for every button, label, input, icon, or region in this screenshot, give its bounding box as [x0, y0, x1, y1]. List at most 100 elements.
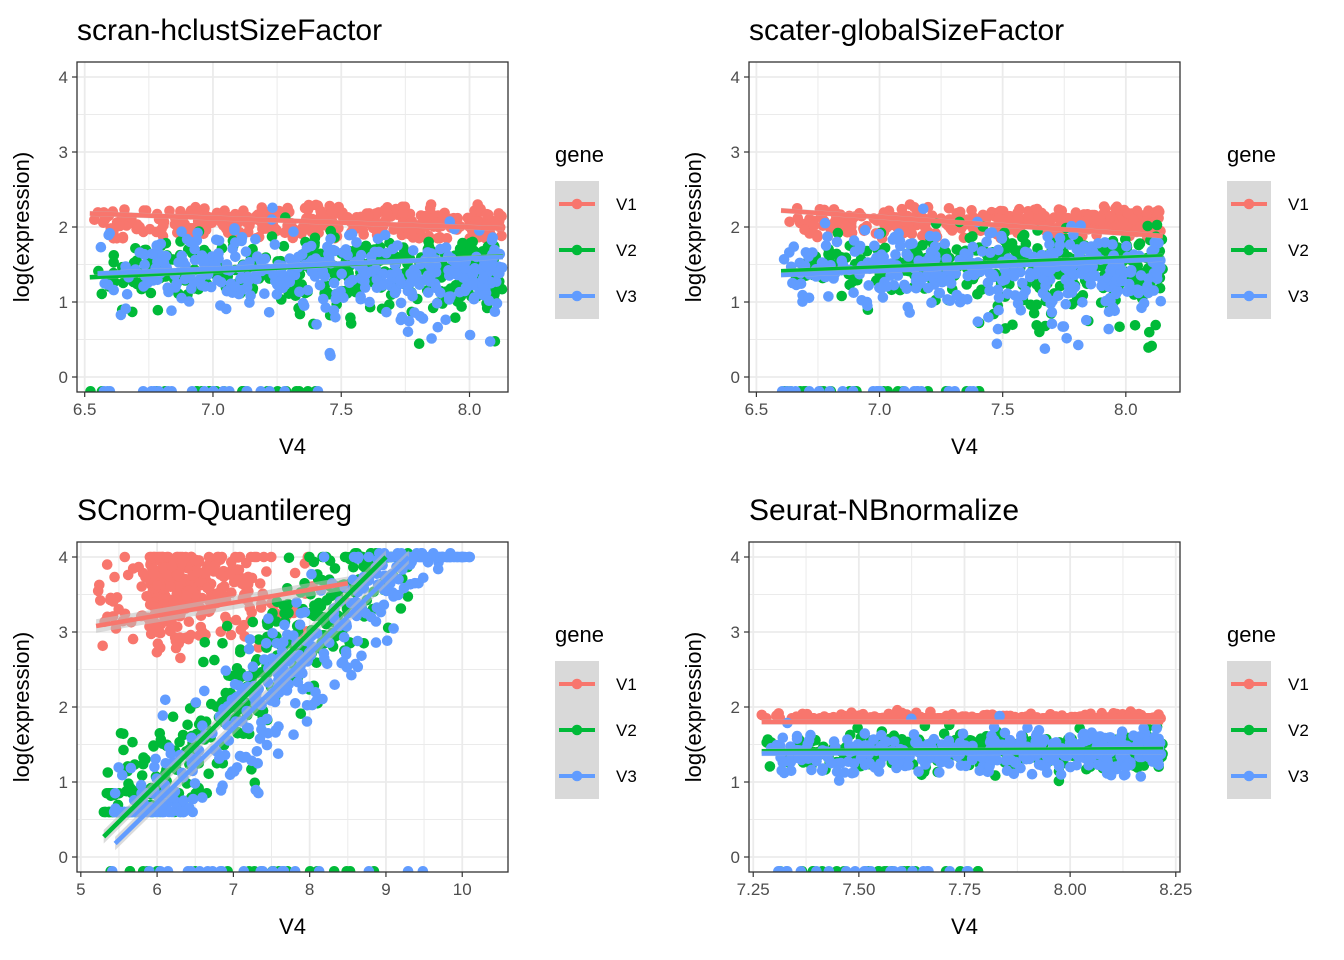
point-V3 — [379, 229, 391, 241]
point-V3 — [173, 257, 184, 268]
point-zero-V2 — [972, 866, 984, 872]
point-V2 — [1031, 299, 1042, 311]
point-V1 — [164, 205, 175, 217]
point-V1 — [155, 627, 166, 639]
point-V3 — [972, 316, 984, 328]
point-V1 — [127, 633, 139, 645]
point-zero-V3 — [363, 866, 375, 872]
point-V2 — [329, 563, 341, 574]
point-V3 — [330, 293, 342, 305]
point-V3 — [999, 727, 1011, 739]
point-V1 — [94, 579, 105, 591]
point-V3 — [365, 611, 377, 623]
point-V3 — [1022, 247, 1033, 259]
point-V3 — [350, 658, 361, 670]
point-zero-V3 — [961, 866, 973, 872]
y-tick-label: 0 — [731, 368, 740, 387]
point-zero-V3 — [238, 866, 250, 872]
panel-title: Seurat-NBnormalize — [749, 494, 1019, 527]
x-axis-label: V4 — [951, 914, 978, 939]
point-V3 — [924, 252, 935, 263]
point-V3 — [194, 254, 206, 265]
point-V2 — [345, 312, 356, 324]
point-V2 — [967, 231, 978, 242]
point-V2 — [325, 590, 337, 602]
point-V3 — [1104, 761, 1115, 773]
point-zero-V3 — [813, 386, 825, 392]
point-V1 — [257, 208, 269, 219]
x-tick-label: 8.00 — [1054, 880, 1087, 899]
point-V1 — [261, 566, 272, 577]
point-V3 — [478, 272, 489, 284]
point-V3 — [1050, 737, 1062, 748]
point-V1 — [756, 709, 768, 721]
point-V3 — [267, 628, 278, 639]
point-V2 — [138, 752, 149, 763]
point-V2 — [309, 600, 320, 611]
point-V3 — [915, 275, 927, 286]
point-V2 — [395, 603, 407, 614]
point-V2 — [975, 733, 987, 744]
point-V3 — [861, 296, 873, 308]
point-V3 — [771, 739, 782, 751]
point-V3 — [236, 284, 248, 296]
point-zero-V2 — [85, 386, 96, 392]
legend-label-V2: V2 — [1288, 721, 1309, 740]
point-V3 — [336, 658, 348, 669]
point-V3 — [1004, 734, 1016, 746]
point-V3 — [460, 283, 472, 295]
point-V2 — [951, 244, 963, 255]
point-V2 — [167, 711, 179, 723]
point-V3 — [1096, 280, 1107, 292]
point-V1 — [254, 578, 266, 589]
point-V2 — [182, 719, 193, 731]
point-V3 — [1066, 287, 1078, 298]
point-V1 — [981, 213, 992, 224]
point-V3 — [259, 654, 270, 665]
point-V3 — [288, 630, 299, 641]
point-V2 — [917, 240, 928, 251]
point-V2 — [1114, 321, 1125, 333]
point-V3 — [340, 646, 352, 657]
point-V3 — [220, 665, 232, 676]
point-V3 — [213, 235, 225, 246]
point-zero-V3 — [824, 386, 835, 392]
x-tick-label: 6.5 — [745, 400, 769, 419]
point-V3 — [1054, 239, 1066, 251]
point-V3 — [230, 251, 241, 263]
point-V1 — [840, 220, 851, 232]
point-V1 — [799, 224, 810, 235]
point-V3 — [818, 258, 829, 270]
point-V3 — [297, 667, 308, 679]
y-tick-label: 2 — [59, 218, 68, 237]
point-V3 — [1002, 288, 1013, 300]
point-V2 — [413, 338, 425, 350]
point-V1 — [993, 213, 1005, 224]
legend-label-V3: V3 — [1288, 767, 1309, 786]
point-V3 — [1015, 266, 1026, 278]
point-V1 — [1105, 210, 1116, 222]
point-V3 — [214, 753, 225, 764]
point-zero-V3 — [146, 386, 157, 392]
point-V3 — [388, 623, 399, 634]
y-tick-label: 3 — [731, 623, 740, 642]
point-V3 — [1001, 268, 1012, 280]
point-V1 — [171, 569, 183, 581]
point-V2 — [456, 301, 467, 312]
point-V1 — [282, 202, 294, 214]
y-tick-label: 4 — [59, 548, 68, 567]
point-V3 — [1074, 752, 1085, 763]
point-V1 — [174, 632, 186, 643]
point-V1 — [493, 208, 505, 219]
point-zero-V3 — [964, 386, 976, 392]
point-zero-V3 — [264, 386, 275, 392]
point-V3 — [1067, 737, 1078, 748]
point-V3 — [489, 306, 501, 318]
x-tick-label: 8.0 — [458, 400, 482, 419]
point-V3 — [104, 228, 115, 239]
point-zero-V3 — [312, 386, 324, 392]
point-V3 — [197, 720, 208, 731]
point-V3 — [1033, 725, 1045, 736]
point-V3 — [491, 267, 503, 278]
point-V3 — [918, 203, 929, 215]
